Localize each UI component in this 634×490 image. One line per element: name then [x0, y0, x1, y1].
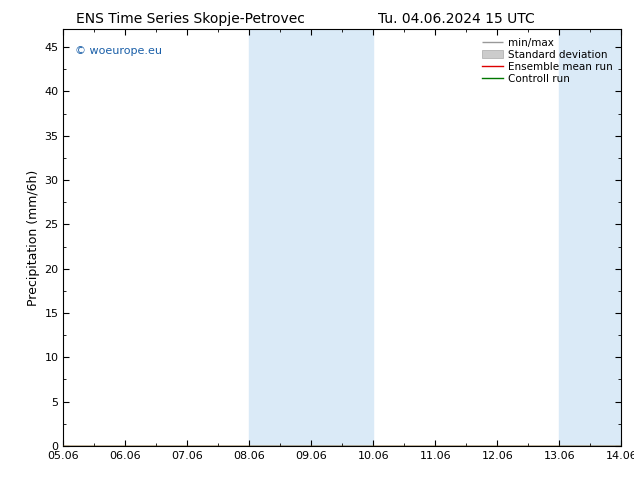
Text: ENS Time Series Skopje-Petrovec: ENS Time Series Skopje-Petrovec — [75, 12, 305, 26]
Text: Tu. 04.06.2024 15 UTC: Tu. 04.06.2024 15 UTC — [378, 12, 535, 26]
Bar — [559, 29, 621, 446]
Bar — [249, 29, 373, 446]
Text: © woeurope.eu: © woeurope.eu — [75, 46, 162, 56]
Legend: min/max, Standard deviation, Ensemble mean run, Controll run: min/max, Standard deviation, Ensemble me… — [479, 35, 616, 87]
Y-axis label: Precipitation (mm/6h): Precipitation (mm/6h) — [27, 170, 40, 306]
